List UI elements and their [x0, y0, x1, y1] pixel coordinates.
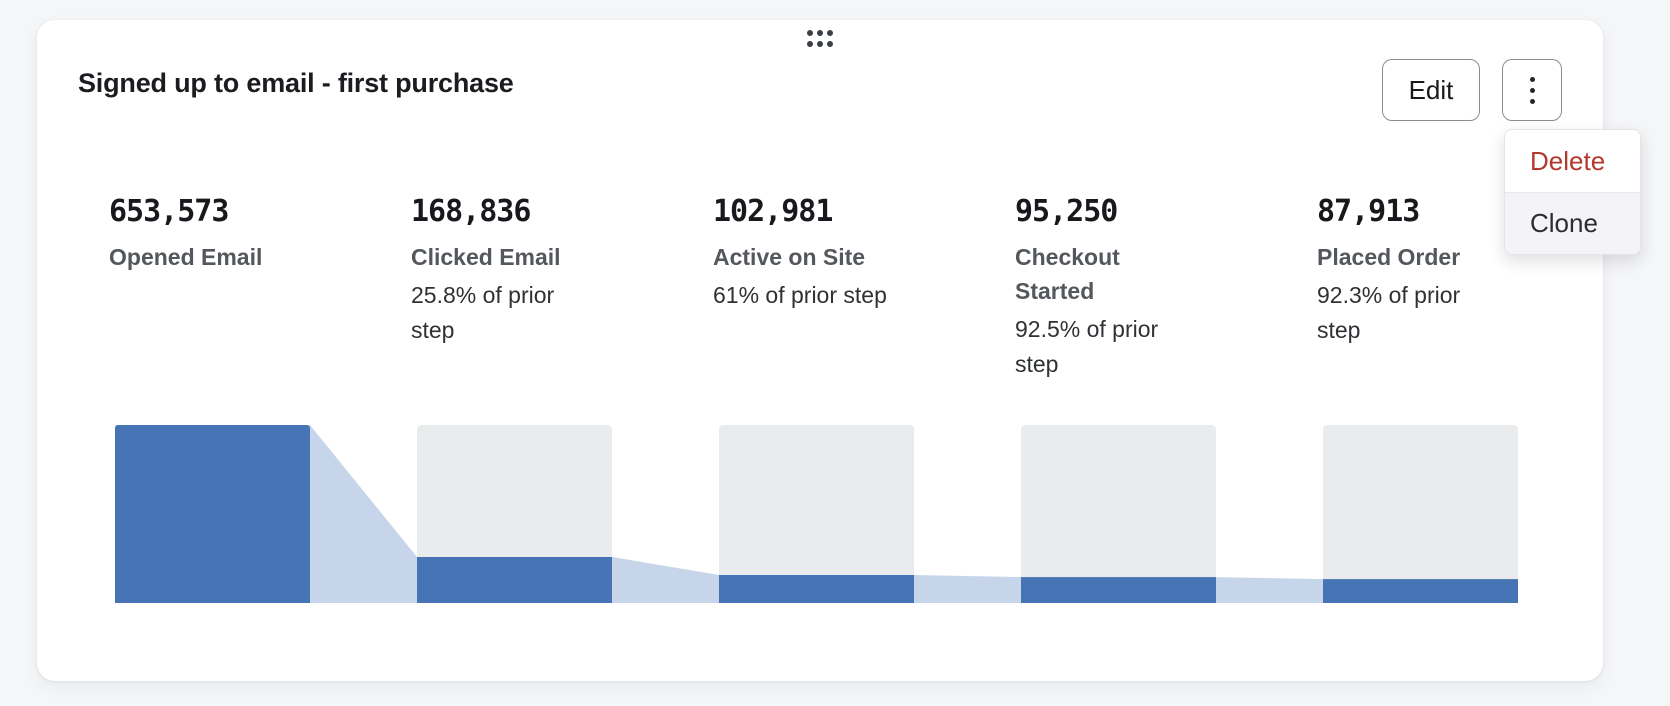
grip-dot-icon	[807, 41, 813, 47]
step-label: Active on Site	[713, 244, 866, 270]
more-options-dropdown: Delete Clone	[1504, 129, 1641, 255]
drag-handle[interactable]	[803, 26, 837, 51]
funnel-stats-row: 653,573 Opened Email 168,836 Clicked Email 2…	[109, 195, 1539, 420]
grip-dot-icon	[827, 41, 833, 47]
funnel-connector	[612, 557, 719, 603]
grip-dot-icon	[817, 41, 823, 47]
step-label: Clicked Email	[411, 244, 561, 270]
step-value: 87,913	[1317, 194, 1420, 229]
funnel-chart	[115, 425, 1518, 603]
funnel-track	[1323, 425, 1518, 603]
funnel-step-stats: 653,573 Opened Email	[109, 195, 299, 274]
edit-button[interactable]: Edit	[1382, 59, 1480, 121]
funnel-step-stats: 102,981 Active on Site 61% of prior step	[713, 195, 903, 313]
funnel-bar	[1021, 577, 1216, 603]
step-conversion: 92.3% of prior step	[1317, 282, 1461, 343]
kebab-menu-icon	[1529, 98, 1535, 104]
funnel-bar	[115, 425, 310, 603]
step-conversion: 25.8% of prior step	[411, 282, 555, 343]
grip-dot-icon	[817, 30, 823, 36]
funnel-step-stats: 95,250 Checkout Started 92.5% of prior ste…	[1015, 195, 1205, 382]
funnel-connector	[1216, 577, 1323, 603]
menu-item-clone[interactable]: Clone	[1505, 192, 1640, 254]
step-value: 95,250	[1015, 194, 1118, 229]
funnel-step-stats: 168,836 Clicked Email 25.8% of prior step	[411, 195, 601, 348]
funnel-step-stats: 87,913 Placed Order 92.3% of prior step	[1317, 195, 1507, 348]
funnel-bar	[1323, 579, 1518, 603]
funnel-connector	[310, 425, 417, 603]
step-conversion: 61% of prior step	[713, 282, 887, 308]
kebab-menu-icon	[1529, 87, 1535, 93]
funnel-connector	[914, 575, 1021, 603]
more-options-button[interactable]	[1502, 59, 1562, 121]
funnel-bar	[719, 575, 914, 603]
funnel-widget-card: Signed up to email - first purchase Edit…	[37, 20, 1641, 681]
funnel-track	[719, 425, 914, 603]
step-label: Placed Order	[1317, 244, 1461, 270]
step-conversion: 92.5% of prior step	[1015, 316, 1159, 377]
funnel-track	[1021, 425, 1216, 603]
kebab-menu-icon	[1529, 76, 1535, 82]
page-title: Signed up to email - first purchase	[78, 68, 514, 98]
grip-dot-icon	[807, 30, 813, 36]
step-value: 168,836	[411, 194, 531, 229]
step-label: Opened Email	[109, 244, 263, 270]
step-value: 102,981	[713, 194, 833, 229]
funnel-bar	[417, 557, 612, 603]
menu-item-delete[interactable]: Delete	[1505, 130, 1640, 192]
step-label: Checkout Started	[1015, 244, 1120, 304]
grip-dot-icon	[827, 30, 833, 36]
step-value: 653,573	[109, 194, 229, 229]
